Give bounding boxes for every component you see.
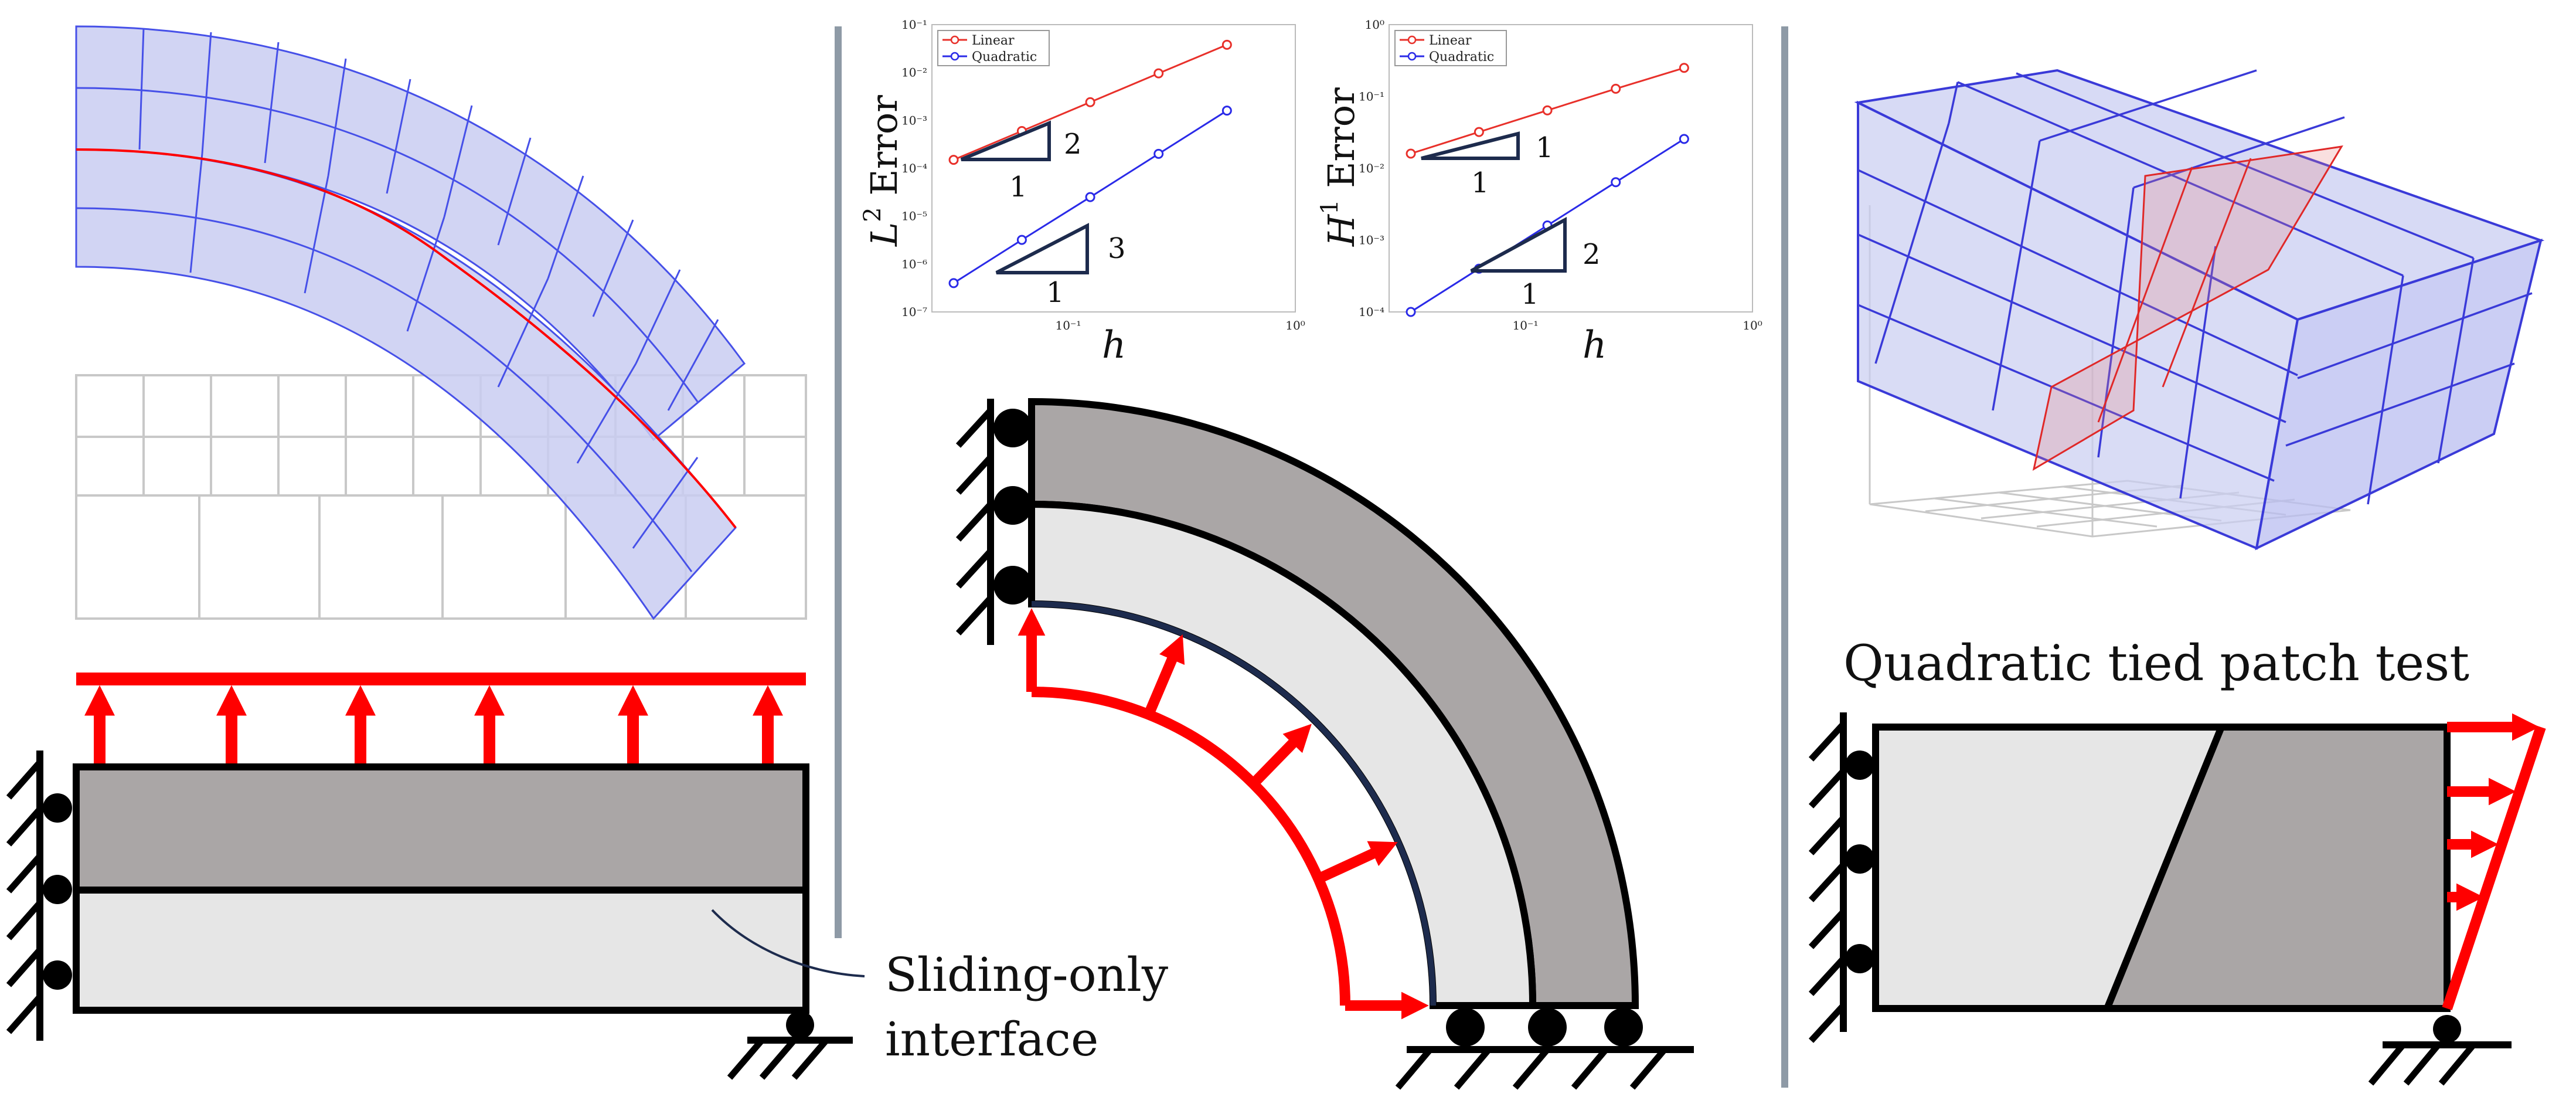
y-axis-label-h1-rest: Error (1320, 87, 1363, 200)
y-axis-label-h1-base: H (1320, 213, 1363, 247)
x-tick-labels-l2: 10⁻¹ 10⁰ (1055, 318, 1305, 332)
series-lines-l2 (948, 39, 1232, 288)
mesh-side-face-3d (2255, 238, 2543, 551)
x-tick-label: 10⁰ (1743, 318, 1762, 332)
y-tick-labels-l2: 10⁻¹ 10⁻² 10⁻³ 10⁻⁴ 10⁻⁵ 10⁻⁶ 10⁻⁷ (901, 18, 927, 319)
data-point-quadratic (1679, 134, 1689, 144)
bottom-right-pin-support (727, 1011, 853, 1080)
data-point-quadratic (1153, 148, 1164, 159)
slope-rise-h1-linear: 1 (1536, 131, 1554, 164)
curved-beam-diagram (955, 398, 1694, 1090)
plot-frame-l2 (931, 24, 1296, 313)
legend-linear-h1: Linear (1429, 33, 1472, 48)
y-tick-label: 10⁻³ (1359, 233, 1384, 247)
y-axis-label-l2: L2 Error (859, 95, 906, 247)
curved-beam-mesh-2d (75, 25, 807, 620)
slope-run-h1-linear: 1 (1471, 167, 1489, 199)
patch-outline (1872, 724, 2451, 1012)
x-tick-label: 10⁰ (1285, 318, 1305, 332)
y-axis-label-h1-sup: 1 (1316, 199, 1343, 214)
y-tick-label: 10⁻⁴ (1359, 305, 1384, 319)
bottom-right-pin-support-right (2368, 1015, 2512, 1086)
left-wall-support-middle (955, 399, 1032, 645)
slope-triangle-l2-linear: 1 2 (960, 120, 1082, 203)
data-point-linear (1085, 97, 1095, 107)
mesh-grid-lines-3d (1857, 69, 2533, 505)
plot-frame-h1 (1389, 24, 1753, 313)
data-point-linear (1542, 105, 1553, 116)
y-tick-label: 10⁻² (1359, 161, 1384, 175)
slope-rise-l2-quadratic: 3 (1108, 232, 1126, 265)
interface-leader-line (711, 909, 865, 977)
data-point-linear (948, 155, 959, 165)
legend-l2: Linear Quadratic (937, 30, 1050, 66)
y-tick-label: 10⁻¹ (901, 18, 927, 32)
pressure-load (1018, 608, 1429, 1020)
bottom-layer-block (73, 887, 809, 1014)
inner-loaded-edge (1031, 601, 1436, 1006)
y-tick-labels-h1: 10⁰ 10⁻¹ 10⁻² 10⁻³ 10⁻⁴ (1359, 18, 1384, 319)
y-tick-label: 10⁻⁴ (901, 161, 927, 175)
legend-h1: Linear Quadratic (1394, 30, 1507, 66)
y-tick-label: 10⁻² (901, 66, 927, 80)
interface-line-2d (76, 148, 737, 529)
convergence-plot-h1: 10⁰ 10⁻¹ 10⁻² 10⁻³ 10⁻⁴ 10⁻¹ 10⁰ Linear Quadr… (1316, 18, 1762, 367)
bottom-roller-support-middle (1395, 1008, 1694, 1090)
slope-rise-h1-quadratic: 2 (1583, 238, 1601, 271)
y-tick-label: 10⁻³ (901, 113, 927, 127)
data-point-linear (1474, 127, 1484, 137)
data-point-linear (1679, 63, 1689, 73)
layered-beam-diagram: Sliding-only interface (6, 673, 1168, 1080)
data-point-linear (1153, 68, 1164, 79)
slope-run-h1-quadratic: 1 (1521, 278, 1539, 311)
data-point-quadratic (1221, 106, 1232, 116)
data-point-linear (1221, 39, 1232, 50)
linear-traction-load (2442, 713, 2546, 1010)
slope-triangle-h1-linear: 1 1 (1421, 131, 1554, 199)
x-axis-label-l2: h (1102, 324, 1126, 367)
left-wall-support-right (1808, 712, 1874, 1043)
interface-annotation-line1: Sliding-only (885, 948, 1168, 1002)
legend-quadratic-h1: Quadratic (1429, 50, 1494, 64)
top-layer-block (73, 763, 809, 894)
data-point-linear (1611, 83, 1621, 94)
slope-run-l2-linear: 1 (1009, 171, 1027, 203)
patch-test-title: Quadratic tied patch test (1843, 634, 2469, 692)
x-tick-labels-h1: 10⁻¹ 10⁰ (1512, 318, 1762, 332)
slope-triangle-h1-quadratic: 1 2 (1470, 216, 1601, 311)
left-wall-support (6, 751, 72, 1041)
legend-linear-l2: Linear (972, 33, 1015, 48)
data-point-quadratic (1016, 235, 1027, 245)
slope-rise-l2-linear: 2 (1064, 128, 1082, 161)
upward-load-arrows (84, 685, 783, 765)
data-point-linear (1406, 148, 1416, 159)
y-axis-label-l2-rest: Error (863, 95, 906, 208)
y-axis-label-h1: H1 Error (1316, 87, 1363, 247)
y-tick-label: 10⁰ (1365, 18, 1384, 32)
interface-surface-3d (2032, 145, 2343, 471)
data-point-quadratic (1085, 192, 1095, 202)
y-tick-label: 10⁻⁵ (901, 209, 927, 223)
y-tick-label: 10⁻¹ (1359, 90, 1384, 104)
tied-patch-test-diagram: Quadratic tied patch test (1808, 634, 2546, 1086)
series-lines-h1 (1406, 63, 1689, 317)
mesh-grid-lines (76, 28, 719, 572)
slope-triangle-l2-quadratic: 1 3 (995, 223, 1126, 309)
data-point-quadratic (1406, 307, 1416, 317)
y-axis-label-l2-base: L (863, 222, 906, 247)
y-tick-label: 10⁻⁶ (901, 257, 927, 271)
convergence-plot-l2: 10⁻¹ 10⁻² 10⁻³ 10⁻⁴ 10⁻⁵ 10⁻⁶ 10⁻⁷ 10⁻¹ 10⁰ Lin… (859, 18, 1305, 367)
curved-block-mesh-3d (1854, 69, 2545, 551)
y-tick-label: 10⁻⁷ (901, 305, 927, 319)
data-point-quadratic (948, 278, 959, 288)
x-axis-label-h1: h (1583, 324, 1607, 367)
legend-quadratic-l2: Quadratic (972, 50, 1037, 64)
x-tick-label: 10⁻¹ (1512, 318, 1538, 332)
y-axis-label-l2-sup: 2 (859, 207, 886, 222)
data-point-quadratic (1611, 177, 1621, 188)
x-tick-label: 10⁻¹ (1055, 318, 1081, 332)
slope-run-l2-quadratic: 1 (1046, 276, 1064, 309)
interface-annotation-line2: interface (885, 1012, 1098, 1067)
